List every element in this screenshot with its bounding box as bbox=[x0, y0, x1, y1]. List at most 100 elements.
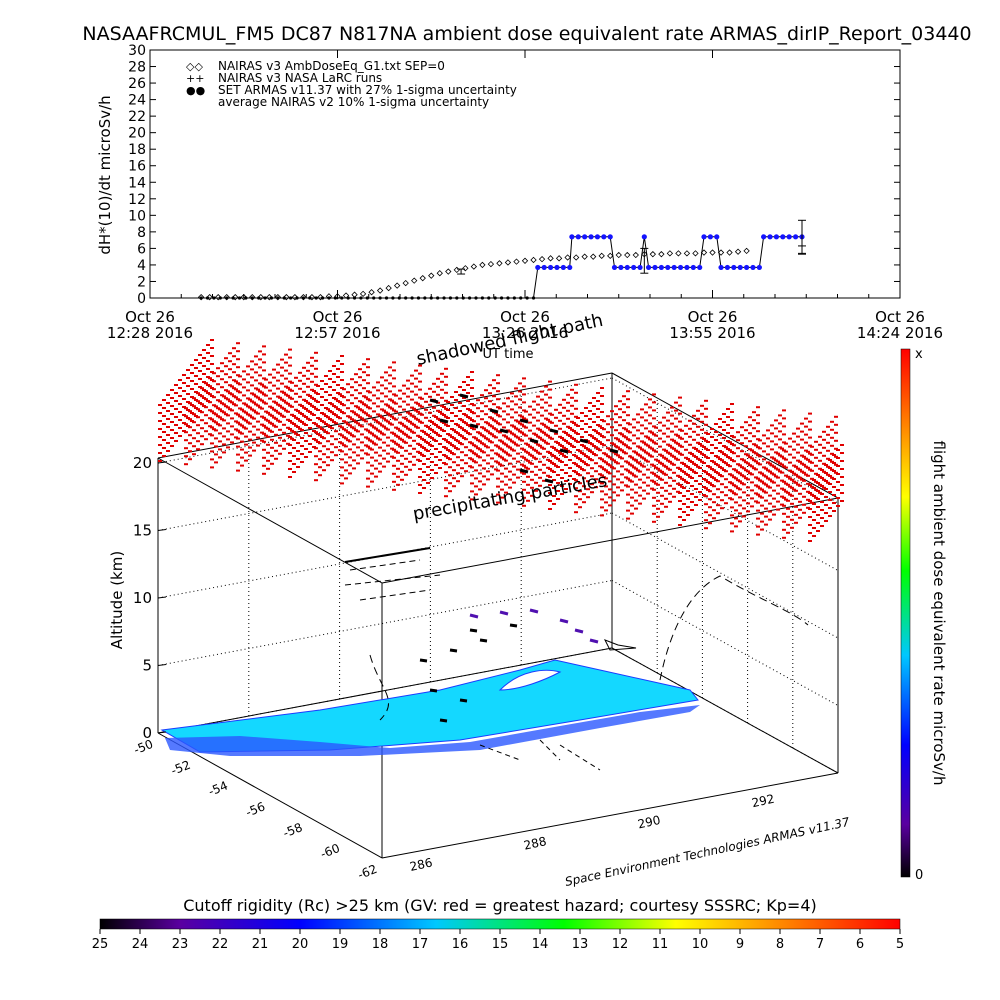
armas-data-point bbox=[257, 296, 261, 300]
flight-path-marker bbox=[579, 438, 589, 444]
armas-data-point bbox=[594, 234, 601, 240]
flight-path-marker bbox=[609, 448, 619, 454]
latitude-tick-label: -56 bbox=[244, 799, 267, 819]
box-edge bbox=[381, 497, 839, 584]
armas-data-point bbox=[624, 264, 630, 271]
armas-data-point bbox=[365, 296, 369, 300]
credit-text: Space Environment Technologies ARMAS v11… bbox=[564, 815, 851, 889]
armas-data-point bbox=[474, 296, 478, 300]
rigidity-tick-label: 22 bbox=[212, 937, 229, 952]
flight-path-marker bbox=[459, 698, 468, 703]
nairas-diamond-point bbox=[334, 293, 341, 300]
dose-colorbar-gradient bbox=[900, 348, 911, 878]
altitude-tick-mark bbox=[157, 731, 167, 734]
y-tick-label: 28 bbox=[128, 60, 146, 76]
x-tick-label-date: Oct 26 bbox=[313, 308, 363, 326]
y-tick-label: 2 bbox=[137, 274, 146, 290]
y-tick-label: 10 bbox=[128, 208, 146, 224]
nairas-diamond-point bbox=[300, 294, 307, 301]
contour-line bbox=[603, 639, 637, 651]
armas-data-point bbox=[340, 296, 344, 300]
armas-data-point bbox=[724, 264, 731, 271]
x-tick-label-time: 12:57 2016 bbox=[294, 324, 380, 342]
altitude-grid-line bbox=[157, 580, 613, 666]
contour-lines bbox=[344, 547, 809, 771]
y-axis-label: dH*(10)/dt microSv/h bbox=[96, 95, 114, 254]
altitude-tick-mark bbox=[157, 461, 167, 464]
x-tick-label-date: Oct 26 bbox=[688, 308, 738, 326]
nairas-diamond-point bbox=[308, 294, 316, 301]
armas-data-point bbox=[442, 296, 446, 300]
rigidity-tick-label: 16 bbox=[452, 937, 469, 952]
y-tick-label: 18 bbox=[128, 142, 146, 158]
flight-path-marker bbox=[469, 423, 479, 429]
rigidity-tick-label: 20 bbox=[292, 937, 309, 952]
nairas-diamond-point bbox=[496, 260, 503, 267]
x-tick-label-time: 13:26 2016 bbox=[482, 324, 568, 342]
armas-data-point bbox=[493, 296, 497, 300]
armas-data-point bbox=[637, 264, 643, 271]
altitude-tick-label: 15 bbox=[133, 522, 152, 540]
armas-data-point bbox=[731, 264, 737, 271]
armas-data-point bbox=[547, 264, 554, 271]
latitude-tick-label: -50 bbox=[132, 737, 155, 757]
nairas-diamond-point bbox=[266, 294, 273, 301]
flight-path-marker bbox=[469, 628, 478, 633]
longitude-tick-label: 292 bbox=[750, 792, 775, 810]
armas-data-point bbox=[690, 264, 696, 271]
armas-data-point bbox=[707, 234, 713, 240]
flight-path-marker bbox=[509, 623, 518, 628]
armas-data-point bbox=[575, 234, 581, 240]
armas-data-point bbox=[448, 296, 453, 300]
nairas-diamond-point bbox=[624, 251, 631, 259]
x-tick-label-time: 13:55 2016 bbox=[669, 324, 755, 342]
armas-data-point bbox=[743, 264, 750, 271]
armas-data-point bbox=[582, 234, 588, 240]
y-tick-label: 8 bbox=[137, 225, 146, 241]
y-tick-label: 26 bbox=[128, 76, 146, 92]
armas-data-point bbox=[333, 296, 337, 300]
rigidity-tick-label: 5 bbox=[896, 937, 904, 952]
nairas-diamond-point bbox=[283, 294, 290, 301]
nairas-diamond-point bbox=[743, 247, 750, 255]
nairas-diamond-point bbox=[445, 268, 452, 275]
armas-data-point bbox=[416, 296, 421, 300]
nairas-diamond-point bbox=[675, 250, 682, 257]
nairas-diamond-point bbox=[521, 257, 529, 264]
flight-path-marker bbox=[499, 428, 509, 434]
altitude-tick-label: 10 bbox=[133, 589, 152, 607]
nairas-diamond-point bbox=[692, 250, 699, 257]
surface-island bbox=[498, 669, 562, 691]
rigidity-tick-label: 21 bbox=[252, 937, 269, 952]
armas-data-point bbox=[714, 234, 720, 240]
armas-data-point bbox=[263, 296, 267, 300]
nairas-diamond-point bbox=[513, 258, 520, 265]
flight-path-marker bbox=[519, 418, 529, 424]
ut-time-label: UT time bbox=[483, 347, 534, 362]
rigidity-colorbar-ticks: 25 24 23 22 21 20 19 18 17 16 15 14 13 12 11 10 9 8 7 6 5 bbox=[92, 929, 904, 952]
nairas-diamond-point bbox=[666, 250, 674, 257]
armas-data-point bbox=[404, 296, 408, 300]
nairas-diamond-point bbox=[726, 249, 733, 256]
armas-data-point bbox=[301, 296, 306, 300]
rigidity-tick-label: 7 bbox=[816, 937, 824, 952]
rigidity-tick-label: 18 bbox=[372, 937, 389, 952]
armas-data-point bbox=[767, 234, 773, 240]
nairas-diamond-point bbox=[419, 274, 426, 282]
armas-data-point bbox=[269, 296, 274, 300]
armas-data-point bbox=[641, 234, 647, 240]
armas-data-point bbox=[372, 296, 376, 300]
nairas-diamond-point bbox=[411, 277, 418, 284]
flight-path-marker bbox=[479, 638, 488, 643]
armas-data-point bbox=[567, 264, 573, 271]
armas-data-point bbox=[487, 296, 491, 300]
armas-data-point bbox=[701, 234, 707, 240]
armas-data-point bbox=[697, 264, 703, 271]
armas-data-point bbox=[384, 296, 389, 300]
nairas-diamond-point bbox=[538, 255, 546, 263]
nairas-diamond-point bbox=[658, 251, 665, 258]
rigidity-tick-label: 25 bbox=[92, 937, 109, 952]
nairas-diamond-point bbox=[547, 255, 554, 262]
armas-data-point bbox=[410, 296, 414, 300]
